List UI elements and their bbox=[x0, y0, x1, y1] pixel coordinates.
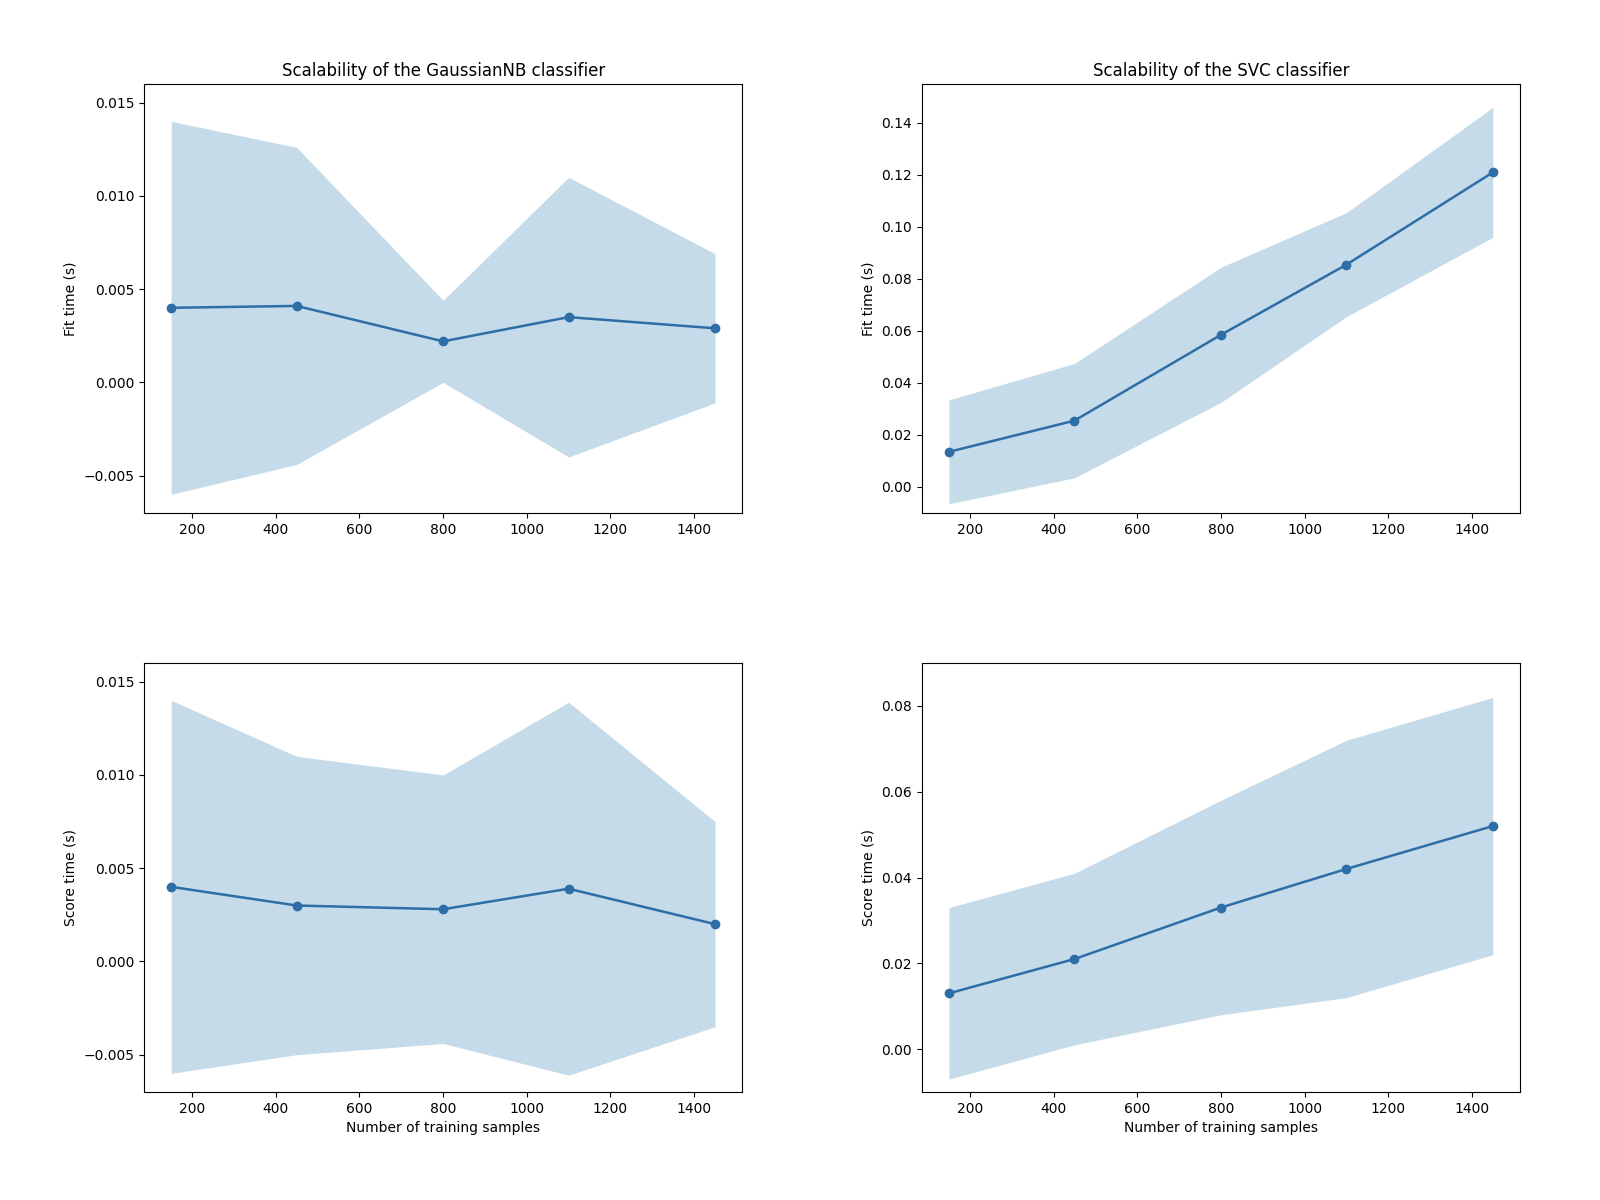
X-axis label: Number of training samples: Number of training samples bbox=[1123, 1121, 1318, 1135]
Y-axis label: Fit time (s): Fit time (s) bbox=[64, 262, 78, 336]
Y-axis label: Score time (s): Score time (s) bbox=[64, 829, 78, 926]
Y-axis label: Score time (s): Score time (s) bbox=[862, 829, 875, 926]
Title: Scalability of the SVC classifier: Scalability of the SVC classifier bbox=[1093, 61, 1349, 79]
Title: Scalability of the GaussianNB classifier: Scalability of the GaussianNB classifier bbox=[282, 61, 605, 79]
X-axis label: Number of training samples: Number of training samples bbox=[346, 1121, 541, 1135]
Y-axis label: Fit time (s): Fit time (s) bbox=[862, 262, 875, 336]
